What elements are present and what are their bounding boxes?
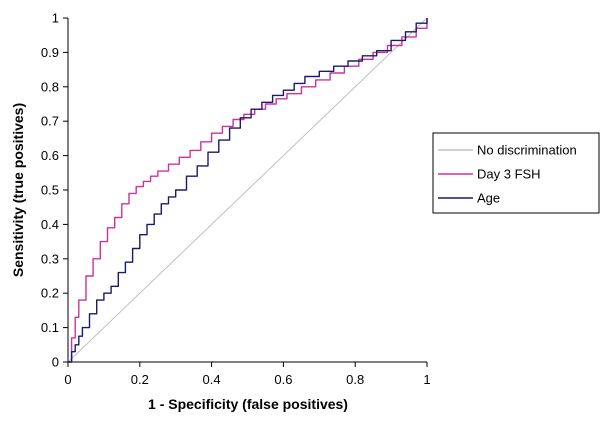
series-line-no-discrimination — [67, 17, 428, 363]
y-tick-label: 0.7 — [41, 114, 59, 129]
y-tick-label: 0.3 — [41, 251, 59, 266]
y-axis-title: Sensitivity (true positives) — [10, 103, 26, 277]
y-tick-label: 0.2 — [41, 286, 59, 301]
x-tick-label: 0.4 — [203, 372, 221, 387]
y-tick-label: 0.9 — [41, 45, 59, 60]
y-tick-label: 0.5 — [41, 183, 59, 198]
x-tick-label: 0.8 — [346, 372, 364, 387]
x-tick-label: 0.6 — [274, 372, 292, 387]
x-axis-title: 1 - Specificity (false positives) — [148, 396, 348, 412]
series-lines — [67, 17, 428, 363]
y-tick-label: 0.4 — [41, 217, 59, 232]
y-tick-label: 1 — [52, 11, 59, 26]
y-tick-label: 0 — [52, 355, 59, 370]
legend-label-no-discrimination: No discrimination — [477, 143, 577, 158]
legend-box — [432, 132, 600, 214]
series-line-age — [68, 18, 428, 363]
x-tick-label: 1 — [423, 372, 430, 387]
y-tick-label: 0.8 — [41, 79, 59, 94]
x-tick-label: 0.2 — [131, 372, 149, 387]
y-tick-label: 0.6 — [41, 148, 59, 163]
legend: No discrimination Day 3 FSH Age — [432, 132, 600, 214]
y-tick-label: 0.1 — [41, 320, 59, 335]
axes: 0 0.1 0.2 0.3 0.4 0.5 0.6 0.7 0.8 0.9 1 0 0.2 0.4 0.6 0… — [41, 11, 431, 388]
x-tick-label: 0 — [64, 372, 71, 387]
legend-label-age: Age — [477, 191, 500, 206]
legend-label-day-3-fsh: Day 3 FSH — [477, 167, 541, 182]
